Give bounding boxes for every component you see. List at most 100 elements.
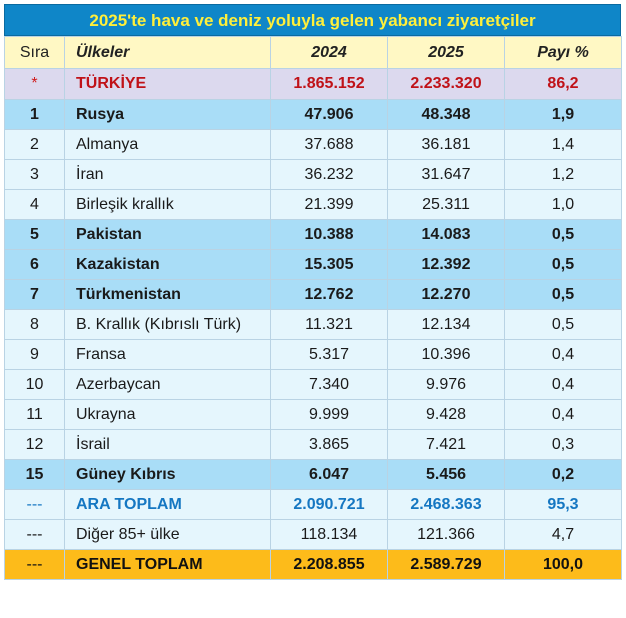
table-row: 15 Güney Kıbrıs 6.047 5.456 0,2	[4, 459, 622, 490]
value-2025-cell: 2.468.363	[387, 489, 505, 520]
visitor-table-panel: 2025'te hava ve deniz yoluyla gelen yaba…	[4, 4, 622, 580]
value-2024-cell: 2.208.855	[270, 549, 388, 580]
value-2024-cell: 2.090.721	[270, 489, 388, 520]
share-cell: 0,5	[504, 279, 622, 310]
table-row: 9 Fransa 5.317 10.396 0,4	[4, 339, 622, 370]
value-2024-cell: 47.906	[270, 99, 388, 130]
table-row: 10 Azerbaycan 7.340 9.976 0,4	[4, 369, 622, 400]
rank-cell: ---	[4, 489, 65, 520]
table-row: 6 Kazakistan 15.305 12.392 0,5	[4, 249, 622, 280]
rank-cell: 1	[4, 99, 65, 130]
country-cell: Türkmenistan	[64, 279, 271, 310]
rank-cell: 11	[4, 399, 65, 430]
country-cell: B. Krallık (Kıbrıslı Türk)	[64, 309, 271, 340]
value-2024-cell: 118.134	[270, 519, 388, 550]
country-cell: Birleşik krallık	[64, 189, 271, 220]
country-cell: Ukrayna	[64, 399, 271, 430]
share-cell: 95,3	[504, 489, 622, 520]
share-cell: 0,3	[504, 429, 622, 460]
rank-cell: 12	[4, 429, 65, 460]
share-cell: 0,4	[504, 399, 622, 430]
share-cell: 100,0	[504, 549, 622, 580]
value-2024-cell: 5.317	[270, 339, 388, 370]
value-2024-cell: 21.399	[270, 189, 388, 220]
share-cell: 1,4	[504, 129, 622, 160]
table-title: 2025'te hava ve deniz yoluyla gelen yaba…	[4, 4, 621, 36]
value-2025-cell: 2.589.729	[387, 549, 505, 580]
table-row: 12 İsrail 3.865 7.421 0,3	[4, 429, 622, 460]
other-countries-row: --- Diğer 85+ ülke 118.134 121.366 4,7	[4, 519, 622, 550]
rank-cell: 8	[4, 309, 65, 340]
value-2024-cell: 6.047	[270, 459, 388, 490]
rank-cell: 4	[4, 189, 65, 220]
rank-cell: *	[4, 68, 65, 100]
rank-cell: ---	[4, 549, 65, 580]
country-cell: Almanya	[64, 129, 271, 160]
country-cell: Azerbaycan	[64, 369, 271, 400]
subtotal-row: --- ARA TOPLAM 2.090.721 2.468.363 95,3	[4, 489, 622, 520]
value-2024-cell: 1.865.152	[270, 68, 388, 100]
table-row: 1 Rusya 47.906 48.348 1,9	[4, 99, 622, 130]
visitor-table: Sıra Ülkeler 2024 2025 Payı % * TÜRKİYE …	[4, 36, 622, 580]
country-cell: Pakistan	[64, 219, 271, 250]
value-2025-cell: 12.392	[387, 249, 505, 280]
share-cell: 0,5	[504, 219, 622, 250]
value-2025-cell: 25.311	[387, 189, 505, 220]
value-2025-cell: 31.647	[387, 159, 505, 190]
turkiye-row: * TÜRKİYE 1.865.152 2.233.320 86,2	[4, 68, 622, 100]
value-2024-cell: 36.232	[270, 159, 388, 190]
value-2024-cell: 11.321	[270, 309, 388, 340]
value-2025-cell: 10.396	[387, 339, 505, 370]
table-row: 2 Almanya 37.688 36.181 1,4	[4, 129, 622, 160]
header-row: Sıra Ülkeler 2024 2025 Payı %	[4, 36, 622, 69]
value-2025-cell: 48.348	[387, 99, 505, 130]
country-cell: İsrail	[64, 429, 271, 460]
value-2024-cell: 15.305	[270, 249, 388, 280]
value-2024-cell: 37.688	[270, 129, 388, 160]
value-2025-cell: 12.134	[387, 309, 505, 340]
rank-cell: 6	[4, 249, 65, 280]
country-cell: TÜRKİYE	[64, 68, 271, 100]
share-cell: 0,2	[504, 459, 622, 490]
value-2024-cell: 3.865	[270, 429, 388, 460]
rank-cell: 7	[4, 279, 65, 310]
value-2025-cell: 9.428	[387, 399, 505, 430]
share-cell: 4,7	[504, 519, 622, 550]
header-rank: Sıra	[4, 36, 65, 69]
value-2025-cell: 36.181	[387, 129, 505, 160]
table-row: 3 İran 36.232 31.647 1,2	[4, 159, 622, 190]
table-row: 11 Ukrayna 9.999 9.428 0,4	[4, 399, 622, 430]
value-2024-cell: 12.762	[270, 279, 388, 310]
rank-cell: 2	[4, 129, 65, 160]
country-cell: Rusya	[64, 99, 271, 130]
share-cell: 1,9	[504, 99, 622, 130]
rank-cell: ---	[4, 519, 65, 550]
table-row: 7 Türkmenistan 12.762 12.270 0,5	[4, 279, 622, 310]
country-cell: ARA TOPLAM	[64, 489, 271, 520]
share-cell: 0,4	[504, 369, 622, 400]
country-cell: GENEL TOPLAM	[64, 549, 271, 580]
rank-cell: 10	[4, 369, 65, 400]
table-row: 4 Birleşik krallık 21.399 25.311 1,0	[4, 189, 622, 220]
value-2025-cell: 7.421	[387, 429, 505, 460]
rank-cell: 9	[4, 339, 65, 370]
table-row: 8 B. Krallık (Kıbrıslı Türk) 11.321 12.1…	[4, 309, 622, 340]
rank-cell: 3	[4, 159, 65, 190]
header-2024: 2024	[270, 36, 388, 69]
country-cell: Güney Kıbrıs	[64, 459, 271, 490]
header-2025: 2025	[387, 36, 505, 69]
value-2025-cell: 121.366	[387, 519, 505, 550]
table-row: 5 Pakistan 10.388 14.083 0,5	[4, 219, 622, 250]
share-cell: 0,5	[504, 309, 622, 340]
grand-total-row: --- GENEL TOPLAM 2.208.855 2.589.729 100…	[4, 549, 622, 580]
country-cell: Kazakistan	[64, 249, 271, 280]
rank-cell: 15	[4, 459, 65, 490]
value-2024-cell: 9.999	[270, 399, 388, 430]
value-2025-cell: 9.976	[387, 369, 505, 400]
share-cell: 0,5	[504, 249, 622, 280]
value-2025-cell: 2.233.320	[387, 68, 505, 100]
share-cell: 1,0	[504, 189, 622, 220]
share-cell: 1,2	[504, 159, 622, 190]
value-2025-cell: 14.083	[387, 219, 505, 250]
value-2025-cell: 12.270	[387, 279, 505, 310]
